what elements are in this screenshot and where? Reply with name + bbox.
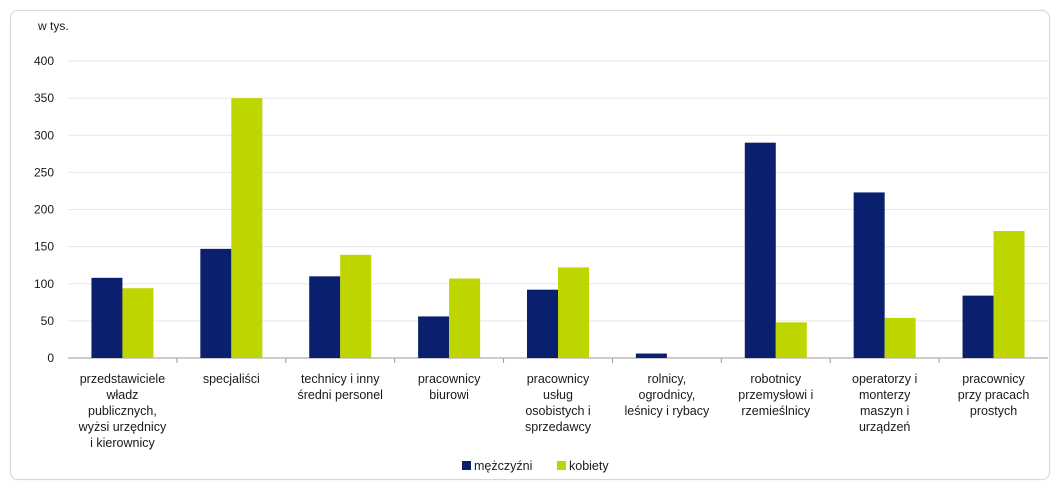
legend-label-men: mężczyźni [474, 459, 532, 473]
unit-label: w tys. [37, 19, 69, 33]
legend: mężczyźni kobiety [462, 459, 609, 473]
y-tick-label: 350 [34, 91, 54, 105]
bar-men-0 [91, 277, 123, 358]
y-tick-label: 250 [34, 165, 54, 179]
bar-women-4 [558, 267, 589, 358]
bar-women-0 [122, 288, 154, 358]
x-tick-label: specjaliści [203, 372, 260, 386]
bar-women-6 [775, 322, 807, 358]
x-tick-label: pracownicy biurowi [418, 372, 481, 402]
bar-men-5 [635, 353, 667, 358]
y-tick-label: 200 [34, 203, 54, 217]
x-tick-label: przedstawiciele władz publicznych, wyżsi ur… [78, 372, 167, 450]
legend-swatch-men [462, 461, 471, 470]
x-tick-labels: przedstawiciele władz publicznych, wyżsi ur… [78, 372, 1030, 450]
y-tick-label: 400 [34, 54, 54, 68]
y-tick-label: 100 [34, 277, 54, 291]
bar-men-3 [418, 316, 450, 358]
bars [91, 98, 1025, 359]
bar-women-2 [340, 254, 372, 358]
bar-women-3 [449, 278, 481, 358]
bar-women-5 [666, 357, 698, 359]
x-tick-label: pracownicy przy pracach prostych [958, 372, 1030, 418]
x-tick-label: rolnicy, ogrodnicy, leśnicy i rybacy [625, 372, 710, 418]
bar-men-4 [527, 289, 558, 358]
legend-swatch-women [557, 461, 566, 470]
bar-men-1 [200, 248, 232, 358]
legend-label-women: kobiety [569, 459, 609, 473]
y-tick-label: 150 [34, 240, 54, 254]
bar-men-2 [309, 276, 341, 358]
x-tick-label: operatorzy i monterzy maszyn i urządzeń [852, 372, 917, 434]
y-tick-labels: 0 50 100 150 200 250 300 350 400 [34, 54, 54, 365]
bar-men-8 [962, 295, 994, 358]
x-tick-label: technicy i inny średni personel [297, 372, 382, 402]
bar-women-1 [231, 98, 263, 358]
x-tick-label: pracownicy usług osobistych i sprzedawcy [525, 372, 592, 434]
bar-women-7 [884, 317, 916, 358]
y-tick-label: 300 [34, 128, 54, 142]
y-tick-label: 50 [41, 314, 55, 328]
bar-women-8 [993, 231, 1025, 358]
bar-men-7 [853, 192, 885, 358]
x-tick-label: robotnicy przemysłowi i rzemieślnicy [738, 372, 813, 418]
bar-men-6 [744, 142, 776, 358]
y-tick-label: 0 [47, 351, 54, 365]
